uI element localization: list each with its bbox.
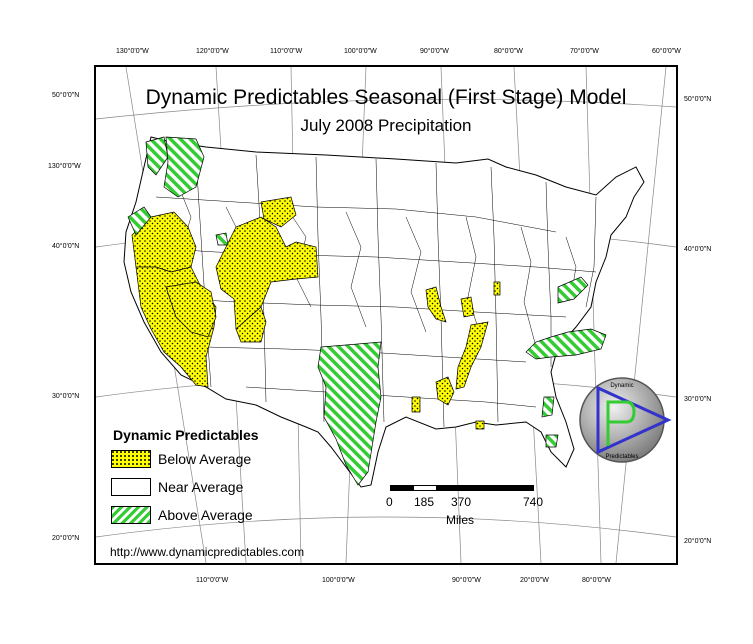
graticule-label-left: 40°0'0"N: [52, 243, 80, 250]
scale-bar: [390, 485, 534, 491]
graticule-label-left: 20°0'0"N: [52, 535, 80, 542]
website-url[interactable]: http://www.dynamicpredictables.com: [110, 545, 305, 559]
graticule-label-right: 20°0'0"N: [684, 538, 712, 545]
map-title: Dynamic Predictables Seasonal (First Sta…: [145, 86, 627, 109]
legend-item-near-average: Near Average: [111, 477, 243, 497]
graticule-label-left: 50°0'0"N: [52, 92, 80, 99]
below-average-regions: [131, 196, 501, 430]
scale-segment: [462, 485, 534, 491]
logo-ring: [579, 377, 665, 463]
graticule-label-bottom: 20°0'0"W: [520, 577, 549, 584]
graticule-label-bottom: 80°0'0"W: [582, 577, 611, 584]
legend-item-above-average: Above Average: [111, 505, 253, 525]
legend-item-below-average: Below Average: [111, 449, 251, 469]
logo-top-text: Dynamic: [610, 383, 633, 389]
scale-tick: 740: [523, 495, 544, 509]
legend-label: Below Average: [158, 451, 252, 467]
legend-swatch-dots: [111, 450, 151, 468]
above-average-regions: [127, 136, 607, 486]
graticule-label-right: 50°0'0"N: [684, 96, 712, 103]
graticule-label-left: 130°0'0"W: [48, 163, 81, 170]
scale-tick: 0: [386, 495, 393, 509]
logo-letter-p: [606, 400, 636, 446]
legend-swatch-hatch: [111, 506, 151, 524]
graticule-label-top: 60°0'0"W: [652, 48, 681, 55]
map-frame: [94, 65, 678, 565]
logo-bottom-text: Predictables: [605, 454, 638, 460]
legend-label: Above Average: [158, 507, 253, 523]
graticule-label-top: 130°0'0"W: [116, 48, 149, 55]
graticule-label-right: 30°0'0"N: [684, 396, 712, 403]
legend-title: Dynamic Predictables: [113, 427, 259, 443]
graticule-label-top: 110°0'0"W: [270, 48, 303, 55]
graticule-label-top: 90°0'0"W: [420, 48, 449, 55]
graticule-label-top: 80°0'0"W: [494, 48, 523, 55]
graticule-label-top: 70°0'0"W: [570, 48, 599, 55]
logo: Dynamic Predictables: [576, 376, 672, 469]
graticule-label-bottom: 90°0'0"W: [452, 577, 481, 584]
graticule-label-bottom: 100°0'0"W: [322, 577, 355, 584]
graticule-label-left: 30°0'0"N: [52, 393, 80, 400]
scale-segment: [413, 485, 437, 491]
graticule-label-top: 100°0'0"W: [344, 48, 377, 55]
graticule-label-right: 40°0'0"N: [684, 246, 712, 253]
map-subtitle: July 2008 Precipitation: [300, 116, 472, 135]
map-canvas: [96, 67, 676, 563]
scale-tick: 370: [451, 495, 472, 509]
scale-segment: [390, 485, 413, 491]
legend-swatch-blank: [111, 478, 151, 496]
graticule-label-top: 120°0'0"W: [196, 48, 229, 55]
scale-unit: Miles: [446, 513, 475, 527]
legend-label: Near Average: [158, 479, 244, 495]
scale-segment: [437, 485, 462, 491]
scale-tick: 185: [414, 495, 435, 509]
graticule-label-bottom: 110°0'0"W: [196, 577, 229, 584]
